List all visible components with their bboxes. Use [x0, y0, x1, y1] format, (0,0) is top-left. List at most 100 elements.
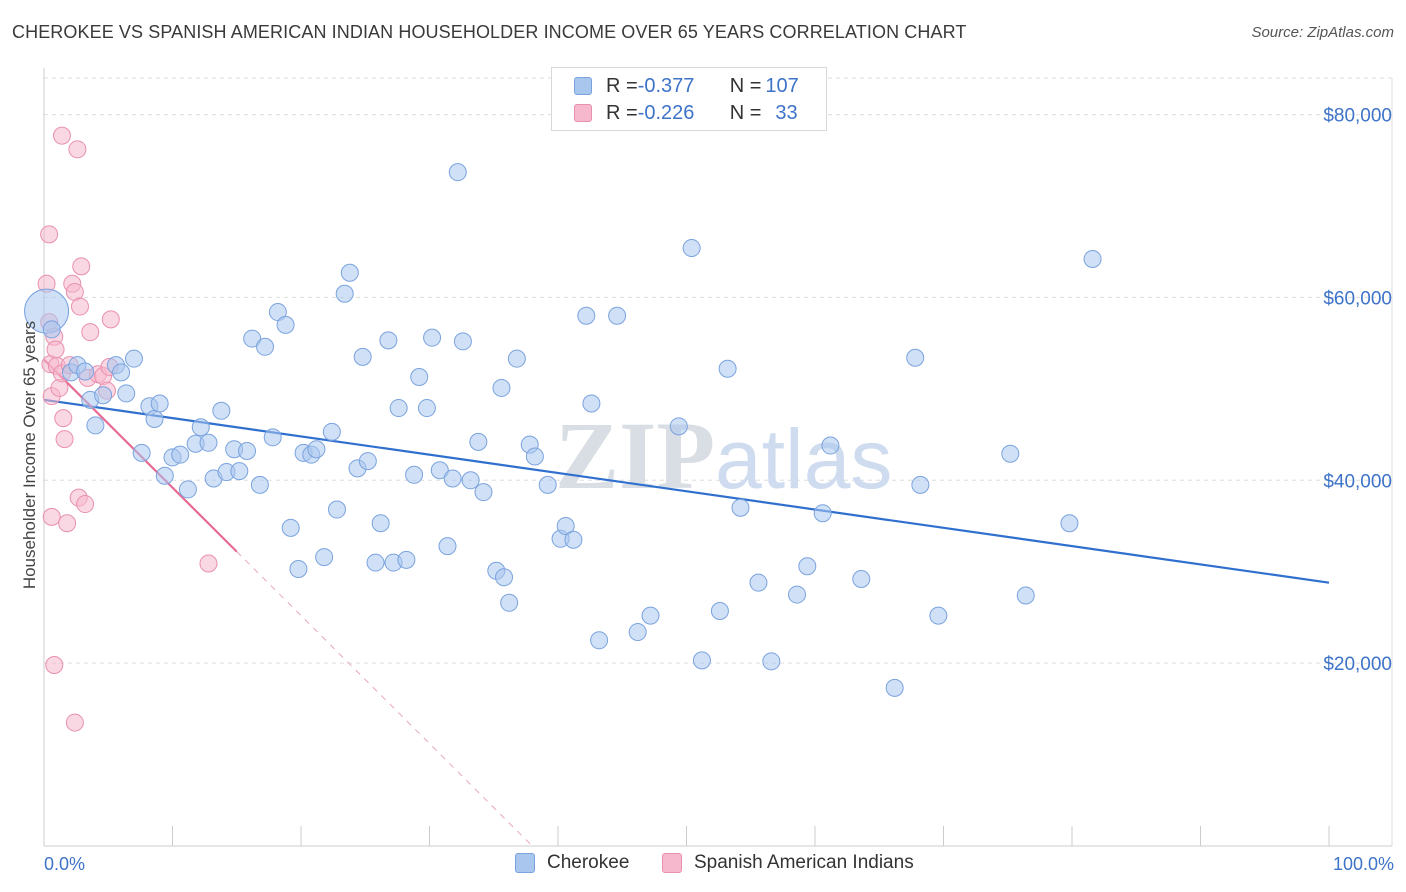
data-point-cherokee: [813, 504, 832, 523]
data-point-cherokee: [749, 573, 768, 592]
series-name: Cherokee: [547, 852, 630, 873]
data-point-cherokee: [389, 399, 408, 418]
data-point-spanish-american-indians: [55, 430, 74, 449]
data-point-cherokee: [238, 442, 257, 461]
data-point-cherokee: [438, 537, 457, 556]
y-tick-label: $20,000: [1323, 654, 1392, 675]
data-point-cherokee: [132, 443, 151, 462]
data-point-spanish-american-indians: [46, 340, 65, 359]
axis-layer: [43, 68, 1392, 847]
data-point-cherokee: [358, 452, 377, 471]
series-legend: Cherokee Spanish American Indians: [0, 852, 1406, 878]
data-point-spanish-american-indians: [54, 409, 73, 428]
y-tick-label: $80,000: [1323, 106, 1392, 127]
data-point-cherokee: [852, 570, 871, 589]
points-cherokee: [24, 163, 1102, 697]
data-point-cherokee: [230, 462, 249, 481]
data-point-cherokee: [243, 329, 262, 348]
data-point-cherokee: [564, 530, 583, 549]
data-point-spanish-american-indians: [68, 140, 87, 159]
watermark-atlas: atlas: [715, 412, 892, 506]
legend-n-label: N =: [729, 74, 762, 97]
trendline-spanish-american-indians-extension: [236, 551, 533, 847]
data-point-cherokee: [669, 417, 688, 436]
data-point-cherokee: [315, 548, 334, 567]
data-point-cherokee: [117, 384, 136, 403]
data-point-cherokee: [798, 557, 817, 576]
data-point-cherokee: [556, 517, 575, 535]
data-point-spanish-american-indians: [70, 297, 89, 316]
data-point-cherokee: [340, 263, 359, 282]
data-point-cherokee: [538, 475, 557, 494]
data-point-cherokee: [145, 410, 164, 429]
data-point-cherokee: [335, 284, 354, 303]
data-point-cherokee: [94, 386, 113, 405]
data-point-cherokee: [212, 401, 231, 420]
data-point-spanish-american-indians: [40, 225, 59, 244]
data-point-cherokee: [171, 445, 190, 464]
tick-labels: $20,000 $40,000 $60,000 $80,000 0.0% 100.0%: [44, 106, 1394, 874]
data-point-spanish-american-indians: [81, 323, 100, 342]
data-point-spanish-american-indians: [76, 495, 95, 514]
legend-r-label: R =: [606, 101, 638, 124]
data-point-cherokee: [281, 518, 300, 537]
data-point-cherokee: [608, 306, 627, 325]
data-point-spanish-american-indians: [50, 378, 69, 397]
data-point-cherokee: [112, 363, 131, 382]
data-point-cherokee: [469, 432, 488, 451]
data-point-cherokee: [397, 550, 416, 569]
y-axis-label: Householder Income Over 65 years: [20, 321, 39, 589]
legend-row-cherokee: R = -0.377 N = 107: [574, 73, 799, 99]
data-point-cherokee: [788, 585, 807, 604]
x-tick-label: 100.0%: [1333, 854, 1394, 874]
legend-r-value: -0.377: [637, 74, 695, 97]
data-point-cherokee: [507, 349, 526, 368]
watermark: ZIP atlas: [555, 402, 892, 509]
series-legend-cherokee[interactable]: Cherokee: [515, 852, 629, 874]
data-point-cherokee: [1060, 514, 1079, 533]
data-point-cherokee: [495, 568, 514, 587]
data-point-cherokee: [307, 440, 326, 459]
data-point-cherokee: [453, 332, 472, 351]
correlation-legend: R = -0.377 N = 107 R = -0.226 N = 33: [551, 67, 827, 131]
data-point-cherokee: [124, 349, 143, 368]
data-point-cherokee: [682, 239, 701, 258]
data-point-cherokee: [410, 367, 429, 386]
data-point-cherokee: [929, 606, 948, 625]
legend-n-label: N =: [729, 101, 762, 124]
data-point-cherokee: [821, 436, 840, 455]
series-name: Spanish American Indians: [694, 852, 914, 873]
data-point-spanish-american-indians: [72, 257, 91, 276]
data-point-cherokee: [371, 514, 390, 533]
data-point-cherokee: [443, 469, 462, 488]
legend-n-value: 33: [775, 101, 798, 124]
series-swatch-cherokee: [515, 853, 535, 873]
data-point-cherokee: [718, 359, 737, 378]
data-point-cherokee: [178, 480, 197, 499]
data-point-cherokee: [155, 466, 174, 485]
data-point-cherokee: [474, 483, 493, 502]
data-point-cherokee: [150, 394, 169, 413]
data-point-cherokee: [322, 422, 341, 441]
legend-row-spanish-american-indians: R = -0.226 N = 33: [574, 100, 798, 126]
data-point-cherokee: [42, 320, 61, 339]
data-point-spanish-american-indians: [199, 554, 218, 573]
series-legend-spanish-american-indians[interactable]: Spanish American Indians: [662, 852, 914, 874]
data-point-cherokee: [379, 331, 398, 350]
trendline-cherokee: [43, 398, 1330, 584]
data-point-cherokee: [762, 652, 781, 671]
data-point-cherokee: [710, 602, 729, 621]
data-point-cherokee: [289, 559, 308, 578]
data-point-cherokee: [191, 418, 210, 437]
grid-layer: [44, 77, 1393, 846]
data-point-cherokee: [1083, 250, 1102, 269]
data-point-cherokee: [263, 428, 282, 447]
data-point-cherokee: [911, 475, 930, 494]
legend-r-label: R =: [606, 74, 638, 97]
data-point-cherokee: [366, 553, 385, 572]
data-point-cherokee: [86, 416, 105, 435]
y-tick-label: $40,000: [1323, 471, 1392, 492]
data-point-cherokee: [731, 498, 750, 517]
data-point-cherokee: [199, 433, 218, 452]
